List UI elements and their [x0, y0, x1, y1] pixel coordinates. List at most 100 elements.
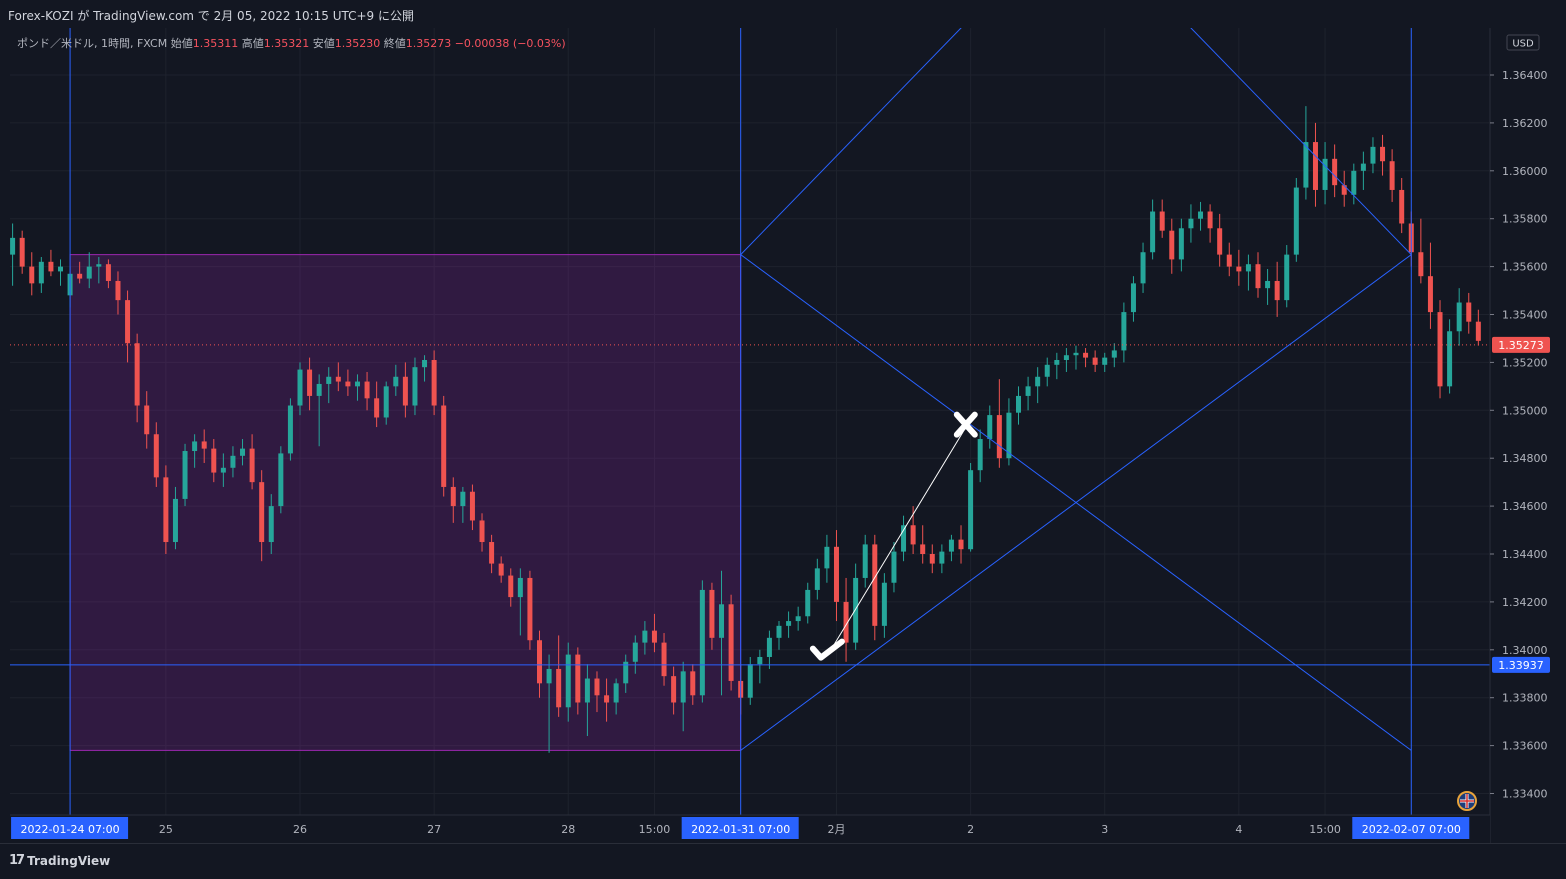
- candle: [527, 570, 533, 650]
- candle: [1437, 300, 1443, 399]
- symbol-legend: ポンド／米ドル, 1時間, FXCM 始値1.35311 高値1.35321 安…: [17, 35, 566, 51]
- candle: [814, 558, 820, 600]
- candle: [1188, 204, 1194, 243]
- candle-body: [105, 264, 111, 281]
- diamond-edge: [1190, 28, 1412, 255]
- time-tick-label: 2: [967, 823, 974, 836]
- candle: [1217, 213, 1223, 267]
- price-axis[interactable]: 1.33400 1.33600 1.33800 1.34000 1.34200 1.344…: [1489, 28, 1566, 843]
- candle: [671, 666, 677, 715]
- candle-body: [19, 237, 25, 267]
- candle-body: [1255, 264, 1261, 289]
- candle-body: [307, 369, 313, 396]
- time-tick-label: 27: [427, 823, 441, 836]
- candle-body: [556, 668, 562, 708]
- candle-body: [642, 630, 648, 643]
- tradingview-logo[interactable]: 𝟭𝟳 TradingView: [9, 853, 110, 868]
- candle: [1006, 398, 1012, 466]
- candle-body: [805, 589, 811, 617]
- candle-body: [604, 695, 610, 703]
- candle-body: [77, 273, 83, 279]
- candle: [1447, 319, 1453, 394]
- candle: [1159, 199, 1165, 238]
- candle: [1044, 357, 1050, 387]
- candle: [824, 534, 830, 583]
- price-tick-label: 1.33600: [1502, 740, 1548, 753]
- check-icon: [809, 638, 845, 661]
- candle-body: [192, 441, 198, 452]
- candle: [335, 362, 341, 392]
- candle-body: [1073, 352, 1079, 356]
- candle-body: [335, 376, 341, 382]
- candle-body: [211, 448, 217, 473]
- candle: [862, 534, 868, 588]
- candle: [211, 439, 217, 483]
- candle-body: [230, 455, 236, 468]
- candle-body: [1437, 312, 1443, 387]
- horizontal-line-badge: [1492, 656, 1550, 673]
- candle-body: [1370, 146, 1376, 164]
- candle: [604, 678, 610, 722]
- candle: [1466, 292, 1472, 334]
- candle-body: [374, 398, 380, 418]
- candle: [1178, 218, 1184, 272]
- candle-body: [1265, 280, 1271, 289]
- candle: [172, 486, 178, 550]
- candle-body: [891, 551, 897, 583]
- candle-body: [29, 266, 35, 284]
- candle: [805, 582, 811, 624]
- candle: [537, 630, 542, 698]
- candle-body: [220, 467, 226, 473]
- candle: [853, 563, 859, 650]
- candle-body: [345, 381, 351, 387]
- candle-body: [450, 486, 456, 507]
- candle-body: [1380, 146, 1386, 162]
- candle-body: [1360, 163, 1366, 171]
- candle-body: [1044, 364, 1050, 377]
- candle: [1226, 242, 1232, 277]
- candle: [766, 630, 772, 669]
- time-tick-label: 15:00: [639, 823, 671, 836]
- change-value: −0.00038 (−0.03%): [454, 37, 566, 50]
- candle: [316, 374, 322, 447]
- candle: [1130, 276, 1136, 322]
- time-highlight-badge: [681, 817, 799, 839]
- candle-body: [1447, 331, 1453, 387]
- candle: [1169, 218, 1175, 274]
- time-tick-label: 28: [561, 823, 575, 836]
- flag-icon[interactable]: [1457, 791, 1477, 811]
- candle-body: [537, 640, 542, 684]
- candle: [968, 462, 974, 552]
- candle-body: [1456, 302, 1462, 332]
- candle-body: [901, 525, 907, 552]
- candle: [460, 486, 466, 523]
- candle-body: [690, 671, 696, 696]
- candle: [709, 582, 715, 650]
- candle-body: [958, 539, 964, 550]
- price-tick-label: 1.36400: [1502, 69, 1548, 82]
- candle-body: [1274, 280, 1280, 301]
- candle-body: [862, 544, 868, 578]
- time-axis[interactable]: 2022-01-24 07:00 25 26 27 28 15:00 2022-01-31 …: [0, 814, 1490, 843]
- candle-body: [297, 369, 303, 406]
- candle-body: [86, 266, 92, 279]
- candle: [1274, 261, 1280, 317]
- time-tick-label: 4: [1235, 823, 1242, 836]
- price-tick-label: 1.34800: [1502, 452, 1548, 465]
- open-value: 1.35311: [192, 37, 239, 50]
- candle: [29, 252, 35, 296]
- candle: [1380, 134, 1386, 176]
- candle: [58, 259, 63, 286]
- candle-body: [1140, 252, 1146, 284]
- candle-body: [201, 441, 207, 449]
- candle-body: [709, 589, 715, 638]
- range-box: [69, 254, 742, 751]
- candle-body: [1293, 187, 1299, 255]
- candle: [996, 379, 1002, 468]
- candle: [86, 252, 92, 289]
- candle-body: [431, 360, 437, 406]
- candle-body: [498, 563, 504, 576]
- candle-body: [1159, 211, 1165, 231]
- candle: [163, 465, 169, 554]
